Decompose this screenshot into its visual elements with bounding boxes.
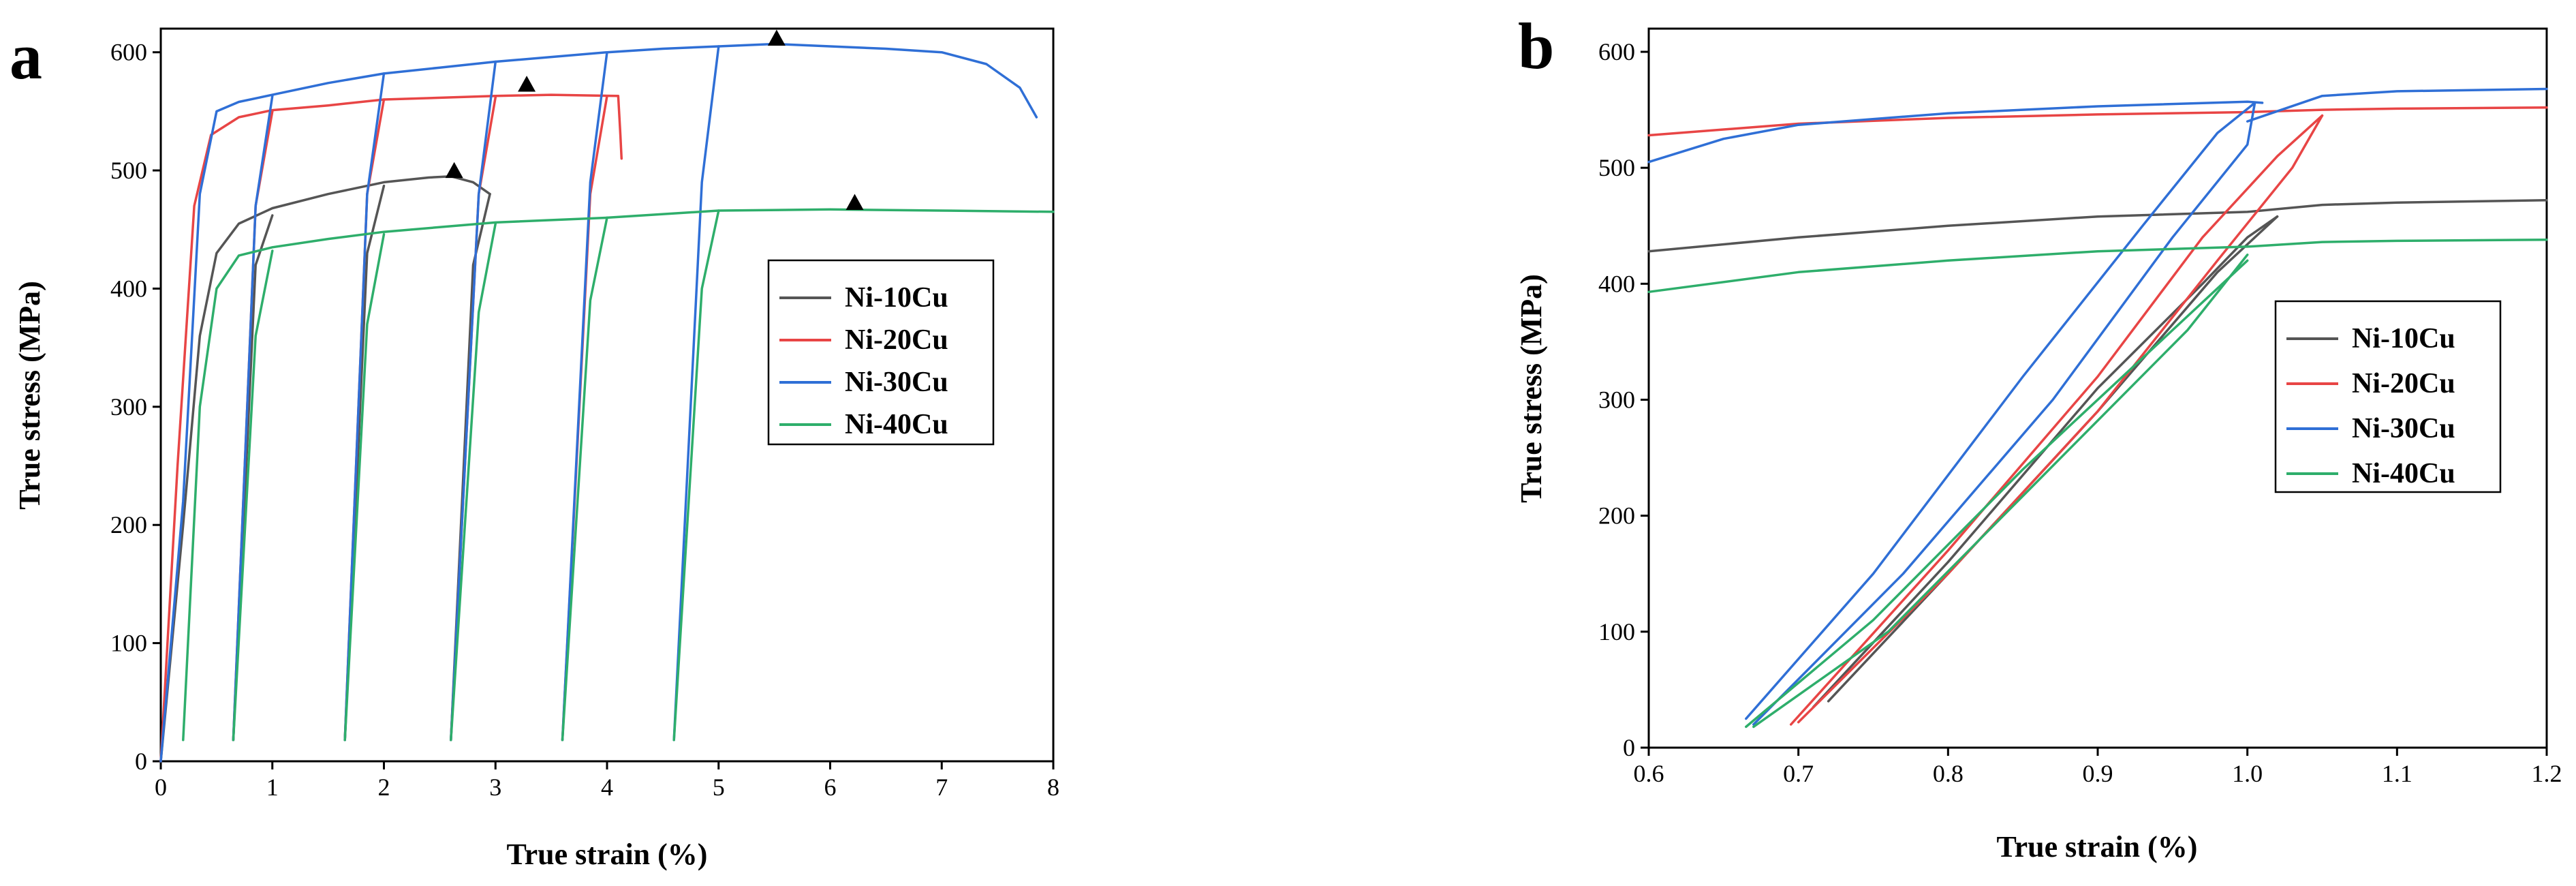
- panel-a-y-tick-label: 600: [110, 39, 147, 66]
- panel-a-x-tick-label: 8: [1047, 774, 1059, 801]
- panel-b-legend-box: [2274, 300, 2502, 493]
- panel-a-series-ni-40cu: [182, 208, 1055, 742]
- panel-b-y-tick-label: 600: [1598, 38, 1635, 65]
- series-line-ni-40cu: [672, 209, 720, 742]
- panel-b-y-tick-label: 300: [1598, 386, 1635, 414]
- series-line-ni-20cu: [1797, 114, 2324, 724]
- series-line-ni-30cu: [672, 45, 720, 742]
- panel-b-letter: b: [1518, 10, 1554, 82]
- panel-b-series-ni-30cu: [1647, 87, 2548, 726]
- panel-b-x-tick-label: 1.0: [2232, 760, 2263, 787]
- panel-b-x-axis-title: True strain (%): [1997, 830, 2198, 864]
- series-line-ni-30cu: [1752, 102, 2256, 726]
- panel-a-y-tick-label: 400: [110, 275, 147, 302]
- panel-b-y-tick-label: 100: [1598, 618, 1635, 645]
- panel-a-y-tick-label: 300: [110, 393, 147, 421]
- series-line-ni-40cu: [232, 249, 274, 742]
- legend-label-ni-10cu: Ni-10Cu: [845, 282, 948, 314]
- fracture-marker-triangle: [767, 29, 786, 46]
- panel-a-series-ni-20cu: [159, 93, 623, 763]
- panel-a-legend: Ni-10Cu Ni-20Cu Ni-30Cu Ni-40Cu: [767, 259, 995, 446]
- panel-b-y-tick-label: 200: [1598, 502, 1635, 530]
- panel-b-y-axis-title: True stress (MPa): [1515, 274, 1548, 503]
- panel-a-legend-box: [767, 259, 995, 446]
- panel-a-y-tick-label: 0: [135, 748, 147, 775]
- series-line-ni-40cu: [343, 232, 386, 742]
- panel-a-x-tick-label: 5: [713, 774, 725, 801]
- series-line-ni-30cu: [232, 95, 274, 742]
- panel-a-y-tick-label: 500: [110, 157, 147, 184]
- series-line-ni-20cu: [159, 93, 623, 763]
- fracture-marker-triangle: [845, 194, 864, 210]
- legend-label-ni-30cu: Ni-30Cu: [2352, 413, 2455, 444]
- panel-b-series: [1647, 87, 2548, 729]
- series-line-ni-20cu: [1789, 114, 2324, 726]
- series-line-ni-20cu: [1647, 106, 2548, 137]
- panel-a-series: [159, 42, 1055, 763]
- series-line-ni-10cu: [1812, 215, 2279, 709]
- panel-b-series-ni-40cu: [1647, 238, 2548, 729]
- series-line-ni-40cu: [1752, 254, 2249, 729]
- panel-b-y-tick-label: 400: [1598, 270, 1635, 297]
- panel-b-x-tick-label: 0.7: [1783, 760, 1814, 787]
- panel-a-x-tick-label: 3: [489, 774, 501, 801]
- panel-a-y-tick-label: 100: [110, 630, 147, 657]
- legend-label-ni-20cu: Ni-20Cu: [2352, 368, 2455, 399]
- panel-a-markers: [445, 29, 864, 210]
- legend-label-ni-10cu: Ni-10Cu: [2352, 323, 2455, 354]
- panel-b: b 0.6 0.7 0.8 0.9 1.0 1.1 1.2 0 100 200 300 400 500 6…: [1515, 10, 2562, 864]
- legend-label-ni-40cu: Ni-40Cu: [845, 409, 948, 440]
- series-line-ni-40cu: [1647, 238, 2548, 294]
- series-line-ni-30cu: [343, 72, 386, 742]
- legend-label-ni-30cu: Ni-30Cu: [845, 367, 948, 398]
- panel-a-x-tick-label: 4: [601, 774, 613, 801]
- panel-b-y-tick-label: 0: [1623, 734, 1635, 761]
- fracture-marker-triangle: [445, 162, 463, 179]
- panel-a-series-ni-10cu: [159, 174, 491, 763]
- panel-b-x-tick-label: 0.8: [1933, 760, 1964, 787]
- panel-a-x-tick-label: 2: [378, 774, 390, 801]
- legend-label-ni-40cu: Ni-40Cu: [2352, 458, 2455, 489]
- series-line-ni-30cu: [2246, 87, 2548, 123]
- panel-a-x-axis-title: True strain (%): [507, 838, 708, 871]
- panel-a-letter: a: [10, 20, 42, 93]
- series-line-ni-30cu: [1745, 102, 2256, 720]
- legend-label-ni-20cu: Ni-20Cu: [845, 324, 948, 356]
- series-line-ni-30cu: [1647, 100, 2264, 164]
- panel-a-x-tick-label: 6: [824, 774, 837, 801]
- panel-b-x-tick-label: 1.2: [2532, 760, 2562, 787]
- panel-b-x-tick-label: 0.9: [2083, 760, 2113, 787]
- panel-a-x-tick-label: 1: [266, 774, 279, 801]
- panel-b-x-tick-label: 0.6: [1634, 760, 1664, 787]
- fracture-marker-triangle: [518, 76, 536, 92]
- series-line-ni-30cu: [450, 60, 497, 742]
- series-line-ni-30cu: [561, 50, 608, 742]
- panel-b-ticks: 0.6 0.7 0.8 0.9 1.0 1.1 1.2 0 100 200 300 400 500 600: [1598, 38, 2562, 787]
- panel-b-x-tick-label: 1.1: [2382, 760, 2412, 787]
- series-line-ni-30cu: [159, 42, 1038, 763]
- series-line-ni-40cu: [561, 216, 608, 742]
- series-line-ni-10cu: [1647, 199, 2548, 253]
- panel-a-series-ni-30cu: [159, 42, 1038, 763]
- panel-a-x-tick-label: 0: [155, 774, 167, 801]
- series-line-ni-40cu: [450, 222, 497, 742]
- series-line-ni-10cu: [159, 174, 491, 763]
- panel-a-ticks: 0 1 2 3 4 5 6 7 8 0 100 200 300 400 500 600: [110, 39, 1059, 801]
- panel-a-y-tick-label: 200: [110, 511, 147, 538]
- panel-b-y-tick-label: 500: [1598, 154, 1635, 181]
- series-line-ni-40cu: [182, 208, 1055, 742]
- series-line-ni-40cu: [1745, 259, 2249, 729]
- panel-a-x-tick-label: 7: [935, 774, 948, 801]
- panel-b-legend: Ni-10Cu Ni-20Cu Ni-30Cu Ni-40Cu: [2274, 300, 2502, 493]
- panel-a-y-axis-title: True stress (MPa): [13, 281, 46, 510]
